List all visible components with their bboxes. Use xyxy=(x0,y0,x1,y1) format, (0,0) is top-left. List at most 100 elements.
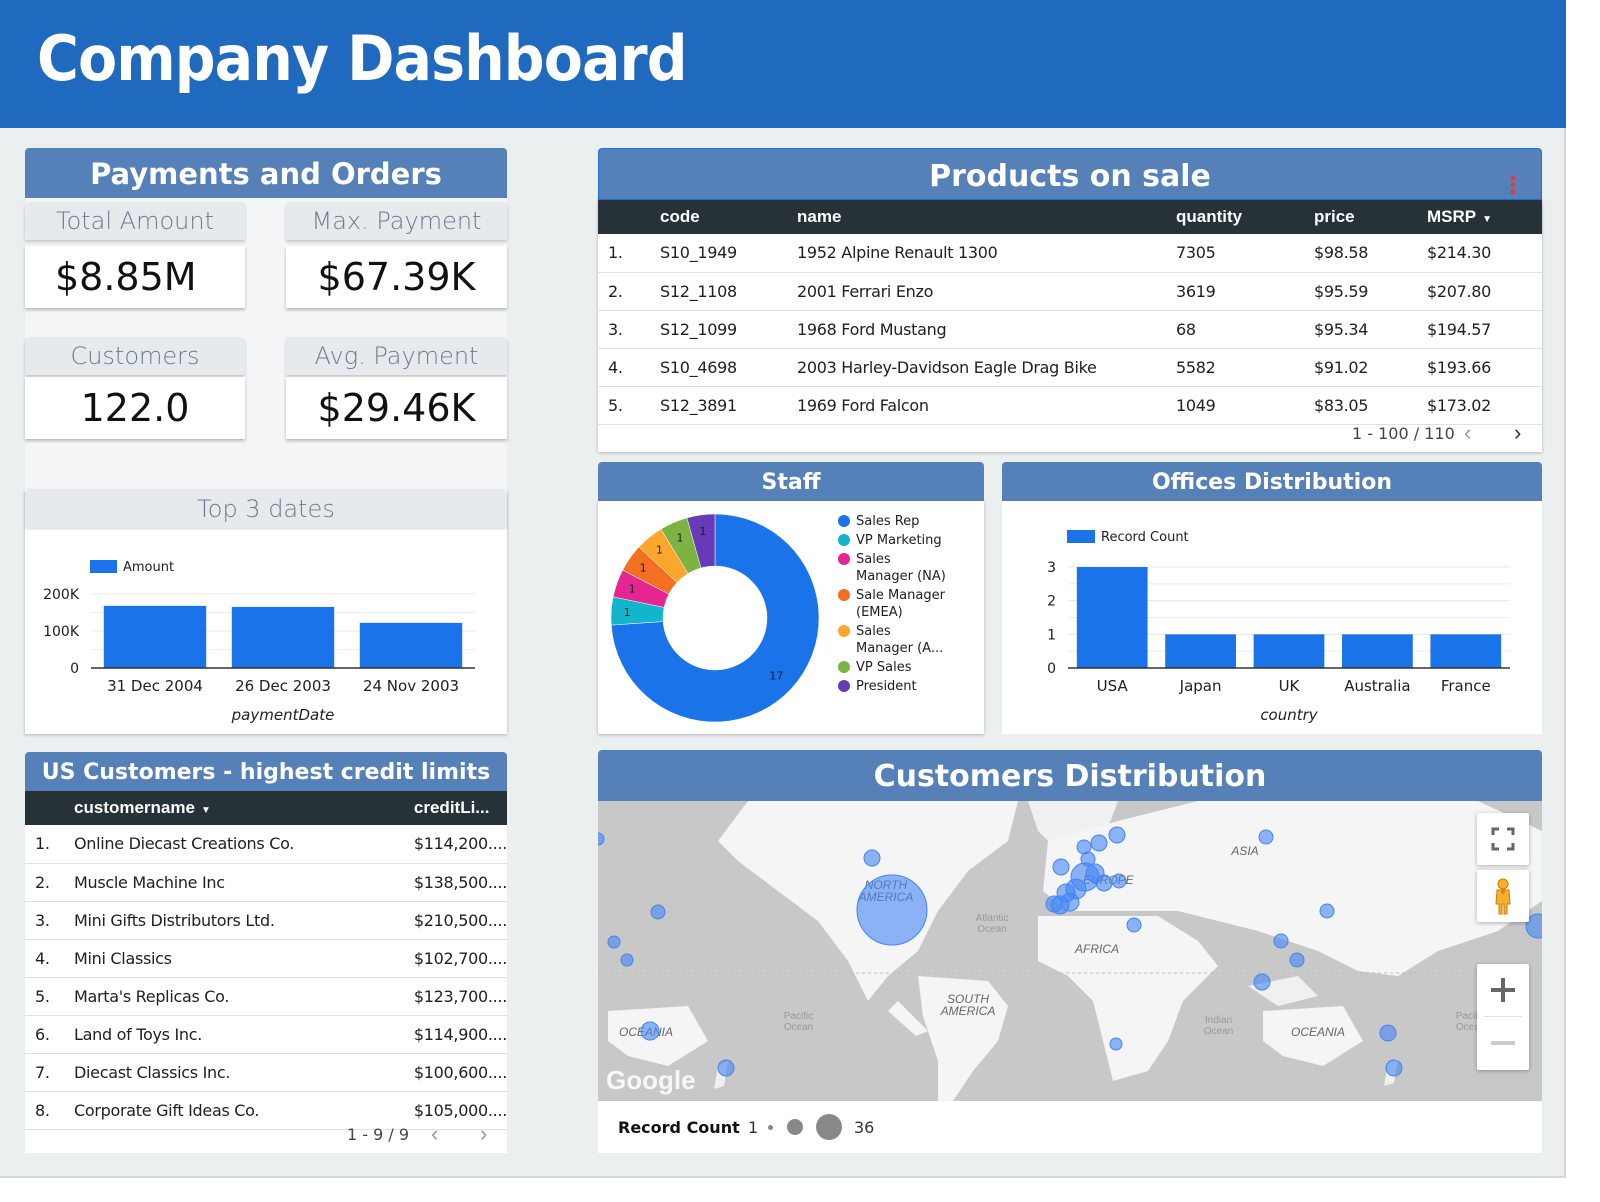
customer-bubble[interactable] xyxy=(1289,952,1305,968)
map-legend-label: Record Count xyxy=(618,1118,740,1137)
customer-bubble[interactable] xyxy=(1253,973,1271,991)
bar-usa[interactable] xyxy=(1076,567,1148,668)
customer-bubble[interactable] xyxy=(1379,1024,1397,1042)
bar-26-dec-2003[interactable] xyxy=(231,606,335,668)
customer-bubble[interactable] xyxy=(1111,873,1127,889)
customer-bubble[interactable] xyxy=(620,953,634,967)
street-view-pegman-button[interactable] xyxy=(1477,870,1529,922)
table-row[interactable]: 3. S12_1099 1968 Ford Mustang 68 $95.34 $194.… xyxy=(598,310,1542,349)
table-row[interactable]: 1. Online Diecast Creations Co. $114,200..… xyxy=(25,825,507,864)
payments-card-title: Payments and Orders xyxy=(25,148,507,198)
column-header-name[interactable]: name xyxy=(797,200,1176,234)
bar-france[interactable] xyxy=(1430,634,1502,668)
customer-bubble[interactable] xyxy=(856,874,928,946)
customer-bubble[interactable] xyxy=(1273,933,1289,949)
customer-bubble[interactable] xyxy=(1052,858,1070,876)
customer-bubble[interactable] xyxy=(1109,1037,1123,1051)
zoom-out-button[interactable] xyxy=(1477,1017,1529,1069)
legend-swatch xyxy=(90,560,117,573)
customer-bubble[interactable] xyxy=(1045,895,1063,913)
row-index: 3. xyxy=(598,310,660,349)
table-row[interactable]: 5. Marta's Replicas Co. $123,700.... xyxy=(25,977,507,1016)
table-row[interactable]: 5. S12_3891 1969 Ford Falcon 1049 $83.05 $173… xyxy=(598,386,1542,425)
bar-uk[interactable] xyxy=(1253,634,1325,668)
ocean-label: Indian Ocean xyxy=(1203,1015,1234,1037)
product-price: $91.02 xyxy=(1314,348,1427,387)
bar-31-dec-2004[interactable] xyxy=(103,605,207,668)
top-dates-panel: Top 3 dates Amount 0 100K 200K 31 Dec 2004 26… xyxy=(25,490,507,734)
table-row[interactable]: 2. Muscle Machine Inc $138,500.... xyxy=(25,863,507,902)
column-header-price[interactable]: price xyxy=(1314,200,1427,234)
customer-bubble[interactable] xyxy=(607,935,621,949)
next-page-button[interactable]: › xyxy=(480,1121,488,1146)
product-code: S10_1949 xyxy=(660,234,797,273)
table-row[interactable]: 4. Mini Classics $102,700.... xyxy=(25,939,507,978)
column-header-msrp[interactable]: MSRP ▼ xyxy=(1427,200,1542,234)
customer-bubble[interactable] xyxy=(1258,829,1274,845)
customer-bubble[interactable] xyxy=(640,1021,660,1041)
more-options-icon[interactable] xyxy=(1510,159,1516,195)
column-header-creditlimit[interactable]: creditLi... xyxy=(413,791,507,825)
customer-bubble[interactable] xyxy=(863,849,881,867)
customer-bubble[interactable] xyxy=(1060,892,1080,912)
staff-card-title: Staff xyxy=(598,462,984,501)
table-row[interactable]: 3. Mini Gifts Distributors Ltd. $210,500..… xyxy=(25,901,507,940)
table-row[interactable]: 1. S10_1949 1952 Alpine Renault 1300 7305 $9… xyxy=(598,234,1542,273)
customer-bubble[interactable] xyxy=(1385,1059,1403,1077)
continent-label: ASIA xyxy=(1231,844,1259,858)
kpi-value-avg-payment: $29.46K xyxy=(286,377,507,439)
products-card-title: Products on sale xyxy=(598,148,1542,200)
table-row[interactable]: 4. S10_4698 2003 Harley-Davidson Eagle Dra… xyxy=(598,348,1542,387)
product-code: S12_3891 xyxy=(660,386,797,425)
kpi-value-customers: 122.0 xyxy=(25,377,245,439)
credit-limit: $138,500.... xyxy=(413,863,507,902)
customer-bubble[interactable] xyxy=(1095,874,1113,892)
table-row[interactable]: 2. S12_1108 2001 Ferrari Enzo 3619 $95.59 $20… xyxy=(598,272,1542,311)
customers-map[interactable]: NORTH AMERICA SOUTH AMERICA EUROPE AFRIC… xyxy=(598,801,1542,1101)
x-tick-label: 24 Nov 2003 xyxy=(363,677,459,695)
minus-icon xyxy=(1491,1041,1515,1045)
land-south-america xyxy=(918,976,1008,1101)
customer-bubble[interactable] xyxy=(1108,826,1126,844)
table-row[interactable]: 6. Land of Toys Inc. $114,900.... xyxy=(25,1015,507,1054)
credit-limit: $114,200.... xyxy=(413,825,507,864)
map-bubbles xyxy=(598,826,1542,1077)
fullscreen-button[interactable] xyxy=(1477,813,1529,865)
column-header-quantity[interactable]: quantity xyxy=(1176,200,1314,234)
credit-limit: $105,000.... xyxy=(413,1091,507,1130)
product-name: 1969 Ford Falcon xyxy=(797,386,1176,425)
donut-slice-president[interactable] xyxy=(686,513,716,569)
customer-bubble[interactable] xyxy=(1090,834,1108,852)
bar-24-nov-2003[interactable] xyxy=(359,622,463,668)
legend-label: Amount xyxy=(123,560,174,575)
bar-australia[interactable] xyxy=(1342,634,1413,668)
slice-value-label: 1 xyxy=(640,561,647,574)
prev-page-button[interactable]: ‹ xyxy=(1464,420,1472,445)
plus-icon xyxy=(1491,978,1515,1002)
bar-japan[interactable] xyxy=(1165,634,1236,668)
x-tick-label: Japan xyxy=(1179,677,1222,695)
donut-slice-sales-rep[interactable] xyxy=(610,513,820,723)
zoom-in-button[interactable] xyxy=(1477,964,1529,1016)
customers-map-title: Customers Distribution xyxy=(598,750,1542,801)
offices-panel: Record Count 0 1 2 3 USA Japan UK Australia Franc… xyxy=(1002,501,1542,734)
slice-value-label: 1 xyxy=(700,525,707,538)
ocean-label: Pacific Ocean xyxy=(1455,1011,1486,1033)
prev-page-button[interactable]: ‹ xyxy=(431,1121,439,1146)
customer-bubble[interactable] xyxy=(717,1059,735,1077)
row-index: 2. xyxy=(25,863,74,902)
customer-bubble[interactable] xyxy=(650,904,666,920)
customer-name: Marta's Replicas Co. xyxy=(74,977,414,1016)
customer-bubble[interactable] xyxy=(1126,917,1142,933)
table-row[interactable]: 8. Corporate Gift Ideas Co. $105,000.... xyxy=(25,1091,507,1130)
column-header-code[interactable]: code xyxy=(660,200,797,234)
customer-bubble[interactable] xyxy=(598,832,605,846)
customer-bubble[interactable] xyxy=(1525,913,1542,939)
legend-item: Sales Rep xyxy=(838,513,978,530)
customer-bubble[interactable] xyxy=(1070,862,1100,892)
next-page-button[interactable]: › xyxy=(1514,420,1522,445)
table-row[interactable]: 7. Diecast Classics Inc. $100,600.... xyxy=(25,1053,507,1092)
customer-bubble[interactable] xyxy=(1319,903,1335,919)
credit-limit: $102,700.... xyxy=(413,939,507,978)
column-header-customername[interactable]: customername ▼ xyxy=(74,791,414,825)
